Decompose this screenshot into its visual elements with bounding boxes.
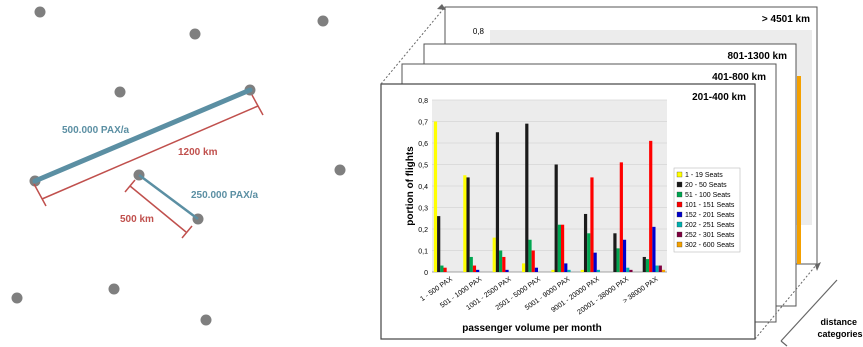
y-tick-label: 0,4 — [418, 184, 428, 191]
bar — [652, 226, 656, 272]
bar — [560, 224, 565, 272]
bar — [567, 269, 571, 272]
airport-dot — [334, 164, 346, 176]
bar — [557, 224, 561, 272]
airport-dot — [189, 28, 201, 40]
distance-bracket-a — [33, 94, 264, 207]
bar — [443, 267, 447, 272]
airport-dot — [108, 283, 120, 295]
bar — [522, 263, 526, 272]
bar — [466, 177, 470, 272]
y-tick-label: 0 — [424, 270, 428, 277]
legend-entry: 202 - 251 Seats — [685, 222, 735, 229]
bar — [433, 121, 438, 272]
bar — [492, 237, 496, 272]
bar — [590, 177, 594, 272]
y-axis-title: portion of flights — [405, 146, 416, 226]
legend-swatch — [676, 241, 683, 248]
legend-swatch — [676, 201, 683, 208]
bar — [583, 213, 588, 272]
legend-swatch — [676, 191, 683, 198]
bar — [437, 216, 441, 272]
airport-dot — [317, 15, 329, 27]
y-tick-label: 0,7 — [418, 120, 428, 127]
y-tick-label: 0,2 — [418, 227, 428, 234]
bar — [551, 269, 555, 272]
bar — [502, 256, 506, 272]
route-a-volume-label: 500.000 PAX/a — [62, 125, 130, 136]
bar — [463, 175, 467, 272]
y-tick-label: 0,1 — [418, 249, 428, 256]
legend-entry: 101 - 151 Seats — [685, 202, 735, 209]
bar — [564, 263, 568, 272]
bar — [587, 233, 591, 272]
bar — [622, 239, 627, 272]
bar — [525, 123, 529, 273]
bar — [580, 269, 584, 272]
airport-dot — [114, 86, 126, 98]
bar — [642, 256, 646, 272]
route-b-distance-label: 500 km — [120, 214, 154, 225]
bar — [655, 265, 659, 272]
bar — [528, 239, 532, 272]
airport-dot — [11, 292, 23, 304]
x-axis-title: passenger volume per month — [462, 323, 601, 334]
route-b-volume-label: 250.000 PAX/a — [191, 190, 259, 201]
route-b-line — [138, 173, 199, 221]
y-tick-label: 0,3 — [418, 206, 428, 213]
bar — [661, 269, 666, 272]
y-tick-label: 0,8 — [418, 98, 428, 105]
legend-swatch — [676, 221, 683, 228]
y-tick-label: 0,5 — [418, 163, 428, 170]
legend-entry: 302 - 600 Seats — [685, 242, 735, 249]
bar — [531, 250, 535, 272]
bar — [534, 267, 539, 272]
bar — [499, 250, 503, 272]
bar — [616, 248, 620, 272]
y-tick-label: 0,6 — [418, 141, 428, 148]
bar — [554, 164, 558, 272]
airport-dot — [34, 6, 46, 18]
legend-entry: 20 - 50 Seats — [685, 182, 727, 189]
bar — [658, 265, 662, 272]
distance-bracket-b — [124, 179, 193, 239]
bar — [626, 267, 630, 272]
airport-dot — [200, 314, 212, 326]
bar — [645, 259, 650, 272]
bar — [619, 162, 623, 272]
legend-swatch — [676, 211, 683, 218]
bar — [469, 256, 473, 272]
bar — [596, 269, 600, 272]
x-tick-label: 20001 - 38000 PAX — [576, 276, 630, 317]
legend-entry: 152 - 201 Seats — [685, 212, 735, 219]
route-a-line — [32, 87, 253, 184]
route-a-distance-label: 1200 km — [178, 147, 218, 158]
bar — [629, 269, 633, 272]
bar — [472, 265, 477, 272]
bar — [649, 140, 653, 272]
legend-entry: 51 - 100 Seats — [685, 192, 731, 199]
legend-entry: 252 - 301 Seats — [685, 232, 735, 239]
legend-entry: 1 - 19 Seats — [685, 172, 723, 179]
legend-swatch — [676, 171, 683, 178]
bar — [505, 269, 509, 272]
bar — [495, 132, 500, 272]
legend-swatch — [676, 231, 683, 238]
bar — [476, 269, 480, 272]
bar — [613, 233, 617, 272]
bar — [593, 252, 597, 272]
bar — [440, 265, 444, 272]
route-network-diagram: 500.000 PAX/a 1200 km 250.000 PAX/a 500 … — [11, 6, 346, 326]
legend-swatch — [676, 181, 683, 188]
legend-box — [673, 167, 741, 253]
